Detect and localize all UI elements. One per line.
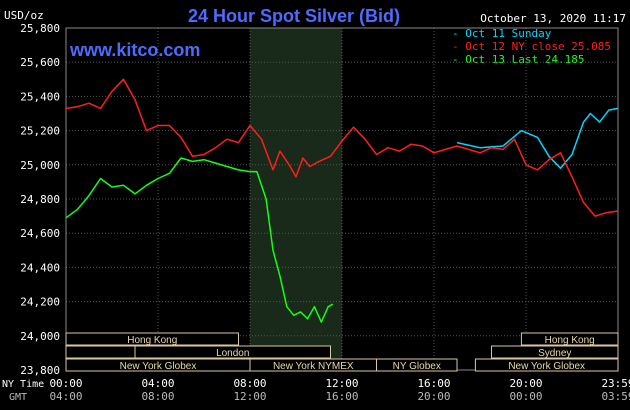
legend-dash: - bbox=[452, 40, 465, 53]
y-tick-label: 24,000 bbox=[20, 330, 60, 343]
y-tick-label: 25,800 bbox=[20, 22, 60, 35]
y-tick-label: 24,400 bbox=[20, 261, 60, 274]
x-tick-label-ny: 04:00 bbox=[141, 377, 174, 390]
x-tick-label-gmt: 20:00 bbox=[417, 390, 450, 403]
legend-item-oct13: - Oct 13 Last 24.185 bbox=[452, 53, 584, 66]
legend-dash: - bbox=[452, 53, 465, 66]
y-tick-label: 24,200 bbox=[20, 296, 60, 309]
x-tick-label-gmt: 12:00 bbox=[233, 390, 266, 403]
x-tick-label-ny: 00:00 bbox=[49, 377, 82, 390]
x-tick-label-ny: 12:00 bbox=[325, 377, 358, 390]
legend-label: Oct 12 NY close 25.085 bbox=[465, 40, 611, 53]
plot-area: 25,800 25,600 25,400 25,200 25,000 24,800 24,6… bbox=[20, 22, 630, 403]
y-tick-label: 25,600 bbox=[20, 56, 60, 69]
x-tick-label-ny: 08:00 bbox=[233, 377, 266, 390]
chart-title: 24 Hour Spot Silver (Bid) bbox=[188, 6, 400, 26]
x-tick-label-ny: 20:00 bbox=[509, 377, 542, 390]
session-box bbox=[520, 332, 619, 346]
session-highlight bbox=[250, 28, 342, 370]
series-line-1 bbox=[65, 78, 618, 217]
y-tick-label: 25,200 bbox=[20, 125, 60, 138]
session-label: New York NYMEX bbox=[273, 361, 354, 372]
x-axis-label-ny: NY Time bbox=[2, 379, 44, 390]
y-axis-label: USD/oz bbox=[4, 9, 44, 22]
session-box bbox=[376, 358, 458, 372]
date-label: October 13, 2020 11:17 bbox=[480, 12, 626, 25]
legend-item-sunday: - Oct 11 Sunday bbox=[452, 27, 552, 40]
session-box bbox=[65, 332, 239, 346]
session-label: New York Globex bbox=[120, 361, 197, 372]
session-label: London bbox=[216, 348, 249, 359]
x-tick-label-gmt: 04:00 bbox=[49, 390, 82, 403]
y-tick-label: 25,400 bbox=[20, 90, 60, 103]
session-label: New York Globex bbox=[508, 361, 585, 372]
y-tick-label: 24,600 bbox=[20, 227, 60, 240]
x-tick-label-gmt: 08:00 bbox=[141, 390, 174, 403]
x-tick-label-gmt: 00:00 bbox=[509, 390, 542, 403]
y-tick-label: 24,800 bbox=[20, 193, 60, 206]
y-tick-label: 23,800 bbox=[20, 364, 60, 377]
session-label: Hong Kong bbox=[545, 335, 595, 346]
legend-label: Oct 11 Sunday bbox=[465, 27, 551, 40]
series-line-2 bbox=[65, 157, 334, 323]
watermark: www.kitco.com bbox=[69, 40, 200, 60]
legend-dash: - bbox=[452, 27, 465, 40]
legend: - Oct 11 Sunday - Oct 12 NY close 25.085… bbox=[452, 27, 611, 66]
legend-item-oct12: - Oct 12 NY close 25.085 bbox=[452, 40, 611, 53]
session-label: Hong Kong bbox=[127, 335, 177, 346]
x-tick-label-gmt: 03:59 bbox=[601, 390, 630, 403]
x-tick-label-gmt: 16:00 bbox=[325, 390, 358, 403]
y-tick-label: 25,000 bbox=[20, 159, 60, 172]
x-axis-label-gmt: GMT bbox=[9, 392, 27, 403]
session-box bbox=[65, 345, 136, 359]
session-label: NY Globex bbox=[393, 361, 441, 372]
series-line-0 bbox=[456, 107, 618, 169]
x-tick-label-ny: 16:00 bbox=[417, 377, 450, 390]
session-box bbox=[491, 345, 619, 359]
x-tick-label-ny: 23:59 bbox=[601, 377, 630, 390]
legend-label: Oct 13 Last 24.185 bbox=[465, 53, 584, 66]
session-box bbox=[474, 358, 619, 372]
session-label: Sydney bbox=[538, 348, 571, 359]
